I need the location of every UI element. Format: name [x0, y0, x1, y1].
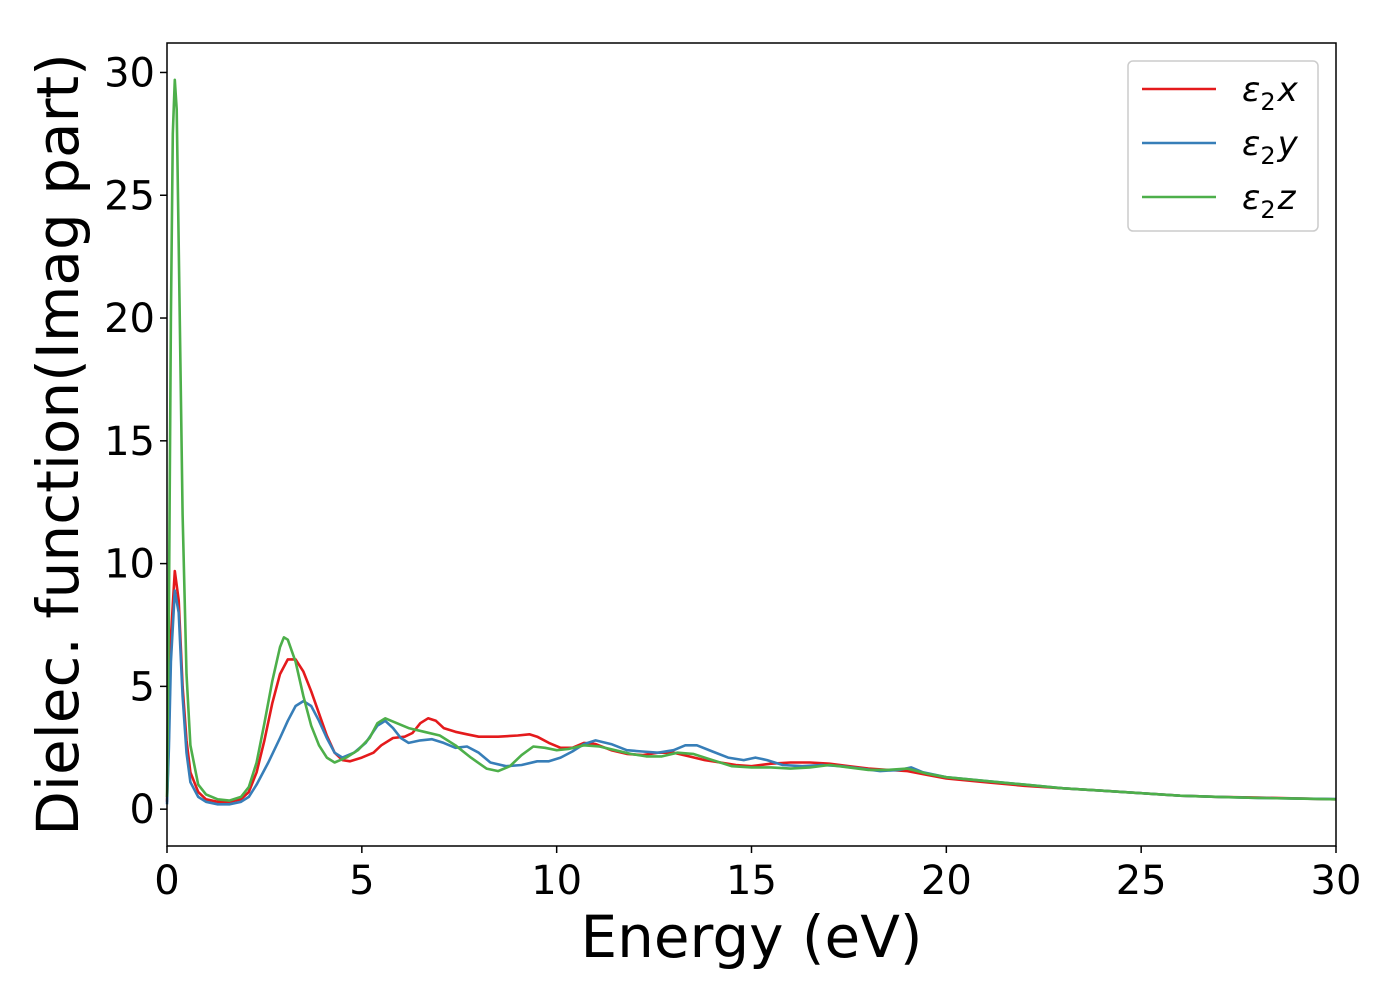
x-axis: 0 5 10 15 20 25 30 — [154, 846, 1361, 904]
legend-label: ε2y — [1242, 124, 1299, 170]
series-line-2 — [165, 78, 1337, 802]
x-tick-label: 30 — [1311, 858, 1362, 904]
y-tick-label: 10 — [104, 542, 155, 588]
legend-label-main: ε — [1242, 70, 1260, 110]
x-tick-label: 20 — [921, 858, 972, 904]
x-tick-label: 0 — [154, 858, 179, 904]
legend-label-subscript: 2 — [1260, 196, 1275, 224]
y-tick-label: 0 — [130, 787, 155, 833]
legend-label-tail: z — [1277, 178, 1297, 218]
x-tick-label: 15 — [726, 858, 777, 904]
legend-label: ε2z — [1242, 178, 1297, 224]
y-tick-label: 20 — [104, 296, 155, 342]
series-layer — [165, 78, 1337, 806]
y-tick-label: 5 — [130, 664, 155, 710]
legend-label-main: ε — [1242, 178, 1260, 218]
x-tick-label: 5 — [349, 858, 374, 904]
y-axis-title: Dielec. function(Imag part) — [24, 53, 92, 836]
legend-label-subscript: 2 — [1260, 88, 1275, 116]
legend-label-tail: x — [1277, 70, 1299, 110]
y-axis: 0 5 10 15 20 25 30 — [104, 50, 167, 833]
y-tick-label: 15 — [104, 419, 155, 465]
legend-label: ε2x — [1242, 70, 1299, 116]
legend-label-subscript: 2 — [1260, 142, 1275, 170]
legend-label-tail: y — [1277, 124, 1299, 164]
x-axis-title: Energy (eV) — [580, 903, 922, 971]
y-tick-label: 30 — [104, 50, 155, 96]
y-tick-label: 25 — [104, 173, 155, 219]
x-tick-label: 25 — [1116, 858, 1167, 904]
legend-box — [1127, 60, 1319, 232]
legend-label-main: ε — [1242, 124, 1260, 164]
x-tick-label: 10 — [531, 858, 582, 904]
